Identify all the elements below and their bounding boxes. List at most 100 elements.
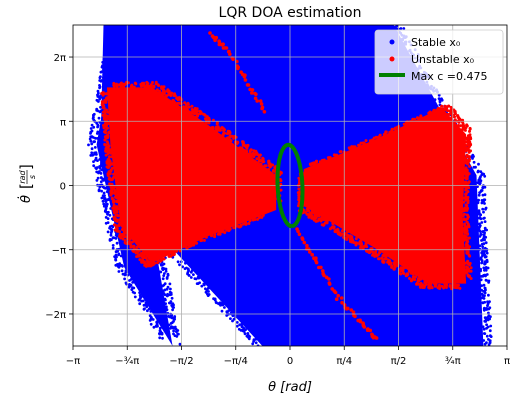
unstable-point <box>185 105 189 109</box>
stable-point <box>166 312 170 315</box>
unstable-point <box>185 103 188 107</box>
unstable-point <box>215 127 219 131</box>
unstable-point <box>125 80 129 84</box>
stable-point <box>488 317 491 321</box>
stable-point <box>137 298 141 302</box>
stable-point <box>106 212 109 216</box>
unstable-point <box>393 261 397 265</box>
unstable-point <box>101 101 105 105</box>
stable-point <box>483 202 486 205</box>
stable-point <box>231 319 234 323</box>
unstable-point <box>249 152 253 156</box>
unstable-point <box>402 266 406 270</box>
stable-point <box>90 151 94 155</box>
unstable-point <box>217 42 222 47</box>
unstable-point <box>114 185 117 189</box>
stable-point <box>99 172 103 175</box>
unstable-point <box>465 175 469 179</box>
stable-point <box>207 293 211 296</box>
stable-point <box>484 288 487 292</box>
unstable-point <box>188 244 192 248</box>
stable-point <box>168 282 172 286</box>
unstable-point <box>183 101 187 105</box>
stable-point <box>165 287 169 291</box>
stable-point <box>482 283 486 287</box>
stable-point <box>481 245 485 249</box>
stable-point <box>477 198 480 202</box>
x-tick-label: −π <box>66 356 80 367</box>
stable-point <box>92 140 96 144</box>
unstable-point <box>139 254 143 258</box>
unstable-point <box>142 261 146 264</box>
stable-point <box>484 235 488 239</box>
y-axis-label-symbol: θ̇ <box>18 195 34 203</box>
stable-point <box>98 85 102 89</box>
unstable-point <box>195 241 199 245</box>
stable-point <box>169 315 173 318</box>
stable-point <box>126 273 130 277</box>
unstable-point <box>458 117 462 121</box>
unstable-point <box>104 153 108 157</box>
stable-point <box>231 314 235 318</box>
unstable-point <box>458 286 462 290</box>
stable-point <box>437 93 441 97</box>
chart-title: LQR DOA estimation <box>219 5 362 21</box>
stable-point <box>114 237 118 240</box>
unstable-point <box>395 263 399 267</box>
stable-point <box>480 221 484 224</box>
legend-label: Stable x₀ <box>411 36 461 49</box>
stable-point <box>478 224 482 228</box>
stable-point <box>109 30 113 34</box>
stable-point <box>165 308 169 312</box>
unstable-point <box>104 128 108 132</box>
unstable-point <box>105 124 108 128</box>
stable-point <box>483 174 487 178</box>
unstable-point <box>115 225 118 229</box>
unstable-point <box>305 243 309 248</box>
stable-point <box>105 190 109 194</box>
unstable-point <box>165 89 169 93</box>
unstable-point <box>354 237 358 241</box>
stable-point <box>212 297 216 301</box>
unstable-point <box>468 164 471 168</box>
stable-point <box>484 206 488 210</box>
unstable-point <box>364 139 368 143</box>
stable-point <box>488 340 492 344</box>
stable-point <box>131 281 135 284</box>
stable-point <box>485 334 489 338</box>
unstable-point <box>279 179 283 183</box>
unstable-point <box>202 113 206 117</box>
unstable-point <box>465 207 469 211</box>
unstable-point <box>453 112 457 116</box>
unstable-point <box>168 92 172 96</box>
unstable-point <box>310 252 315 257</box>
unstable-point <box>130 240 134 244</box>
stable-point <box>481 301 485 304</box>
stable-point <box>99 105 102 109</box>
unstable-point <box>113 223 116 227</box>
unstable-point <box>218 128 222 132</box>
unstable-point <box>248 219 252 223</box>
stable-point <box>485 266 489 270</box>
unstable-point <box>104 92 108 96</box>
unstable-point <box>372 251 376 255</box>
stable-point <box>483 193 487 197</box>
unstable-point <box>465 213 469 217</box>
stable-point <box>114 263 118 267</box>
unstable-point <box>191 242 195 246</box>
stable-point <box>101 185 105 189</box>
unstable-point <box>109 193 113 197</box>
stable-point <box>166 293 170 297</box>
unstable-point <box>193 112 197 116</box>
unstable-point <box>331 222 335 226</box>
unstable-point <box>112 172 116 176</box>
stable-point <box>485 258 489 262</box>
unstable-point <box>115 213 119 217</box>
stable-point <box>485 251 489 255</box>
unstable-point <box>150 85 153 89</box>
unstable-point <box>349 240 352 244</box>
unstable-point <box>204 235 208 239</box>
stable-point <box>107 62 110 65</box>
unstable-point <box>207 121 211 125</box>
stable-point <box>101 199 105 203</box>
